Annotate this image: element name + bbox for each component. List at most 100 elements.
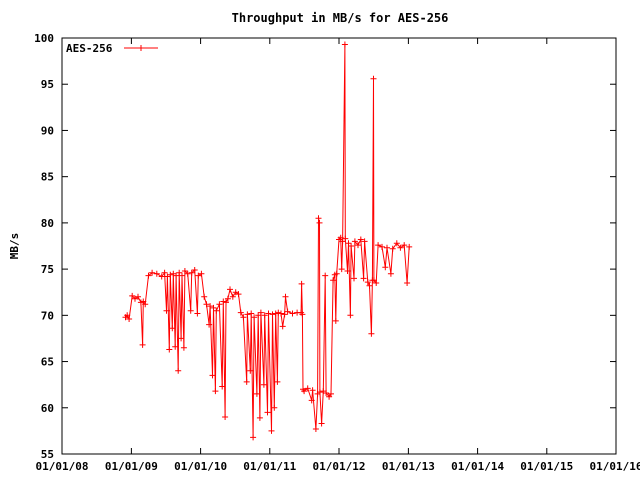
data-point-marker	[341, 41, 348, 48]
data-point-marker	[344, 268, 351, 274]
data-point-marker	[345, 240, 352, 247]
data-point-marker	[142, 301, 149, 308]
data-point-marker	[203, 301, 210, 308]
data-point-marker	[323, 390, 330, 396]
data-point-marker	[184, 270, 191, 277]
data-point-marker	[253, 390, 260, 397]
data-point-marker	[397, 244, 404, 251]
data-point-marker	[308, 397, 315, 404]
data-point-marker	[219, 383, 226, 390]
data-point-marker	[274, 378, 281, 385]
data-point-marker	[351, 238, 358, 245]
data-point-marker	[393, 240, 400, 247]
data-point-marker	[279, 323, 286, 330]
x-tick-label: 01/01/15	[520, 460, 573, 473]
data-point-marker	[347, 312, 354, 319]
data-point-marker	[375, 242, 382, 249]
data-point-marker	[161, 269, 168, 276]
y-tick-label: 65	[41, 356, 54, 369]
y-axis-ticks: 55 60 65 70 75 80 85 90 95 100	[34, 32, 616, 461]
y-tick-label: 75	[41, 263, 54, 276]
data-point-marker	[261, 312, 268, 319]
data-point-marker	[243, 378, 250, 385]
data-point-marker	[366, 282, 373, 289]
data-point-marker	[268, 427, 275, 434]
data-point-marker	[176, 269, 183, 276]
data-point-marker	[332, 317, 339, 324]
series-line	[125, 44, 410, 438]
data-point-marker	[284, 308, 291, 315]
data-point-marker	[188, 269, 195, 276]
data-point-marker	[355, 242, 361, 249]
data-point-marker	[247, 367, 254, 374]
data-point-marker	[364, 279, 371, 286]
data-point-marker	[255, 312, 262, 319]
data-point-marker	[124, 312, 131, 319]
chart-title: Throughput in MB/s for AES-256	[232, 11, 449, 25]
y-axis-label: MB/s	[8, 233, 21, 260]
data-point-marker	[379, 243, 385, 250]
x-axis-ticks: 01/01/08 01/01/09 01/01/10 01/01/11 01/01/12…	[36, 38, 640, 473]
data-point-marker	[220, 298, 227, 305]
data-point-marker	[229, 293, 236, 300]
y-tick-label: 70	[41, 309, 54, 322]
x-tick-label: 01/01/08	[36, 460, 89, 473]
data-point-marker	[338, 266, 345, 273]
data-point-marker	[198, 270, 205, 277]
data-point-marker	[169, 325, 176, 332]
data-point-marker	[260, 381, 267, 388]
data-point-marker	[207, 303, 214, 310]
data-point-marker	[373, 280, 380, 286]
data-point-marker	[312, 426, 319, 432]
data-point-marker	[275, 309, 282, 316]
data-point-marker	[206, 321, 213, 328]
x-tick-label: 01/01/10	[174, 460, 227, 473]
y-tick-label: 100	[34, 32, 54, 45]
data-point-marker	[382, 264, 389, 271]
y-tick-label: 80	[41, 217, 54, 230]
data-point-marker	[209, 372, 216, 379]
data-point-marker	[126, 316, 133, 322]
data-point-marker	[222, 414, 229, 420]
data-point-marker	[178, 335, 185, 342]
data-point-marker	[384, 244, 390, 251]
data-point-marker	[250, 434, 257, 441]
data-point-marker	[129, 292, 136, 299]
x-tick-label: 01/01/11	[243, 460, 296, 473]
data-point-marker	[328, 390, 334, 397]
data-point-marker	[330, 277, 337, 284]
y-tick-label: 55	[41, 448, 54, 461]
data-point-marker	[257, 309, 264, 316]
data-point-marker	[298, 280, 305, 287]
data-point-marker	[337, 234, 344, 241]
data-point-marker	[370, 75, 377, 82]
legend-marker	[138, 45, 144, 51]
data-point-marker	[315, 215, 322, 222]
plot-frame	[61, 37, 617, 455]
data-point-marker	[387, 270, 394, 277]
data-point-marker	[282, 293, 289, 300]
data-point-marker	[235, 291, 242, 298]
data-point-marker	[175, 367, 182, 374]
data-point-marker	[191, 267, 198, 273]
data-point-marker	[265, 310, 272, 317]
data-point-marker	[360, 275, 367, 282]
data-point-marker	[227, 286, 233, 293]
data-point-marker	[301, 388, 308, 395]
data-point-marker	[173, 272, 180, 279]
x-tick-label: 01/01/09	[105, 460, 158, 473]
data-point-marker	[271, 404, 278, 411]
data-point-marker	[333, 270, 340, 277]
data-point-marker	[224, 295, 231, 302]
data-point-marker	[163, 307, 170, 314]
y-tick-label: 60	[41, 402, 54, 415]
data-point-marker	[304, 385, 311, 392]
x-tick-label: 01/01/16	[590, 460, 640, 473]
y-tick-label: 85	[41, 171, 54, 184]
data-point-marker	[210, 304, 217, 311]
y-tick-label: 95	[41, 78, 54, 91]
data-point-marker	[212, 388, 219, 395]
data-point-marker	[166, 346, 173, 353]
data-point-marker	[216, 301, 223, 308]
